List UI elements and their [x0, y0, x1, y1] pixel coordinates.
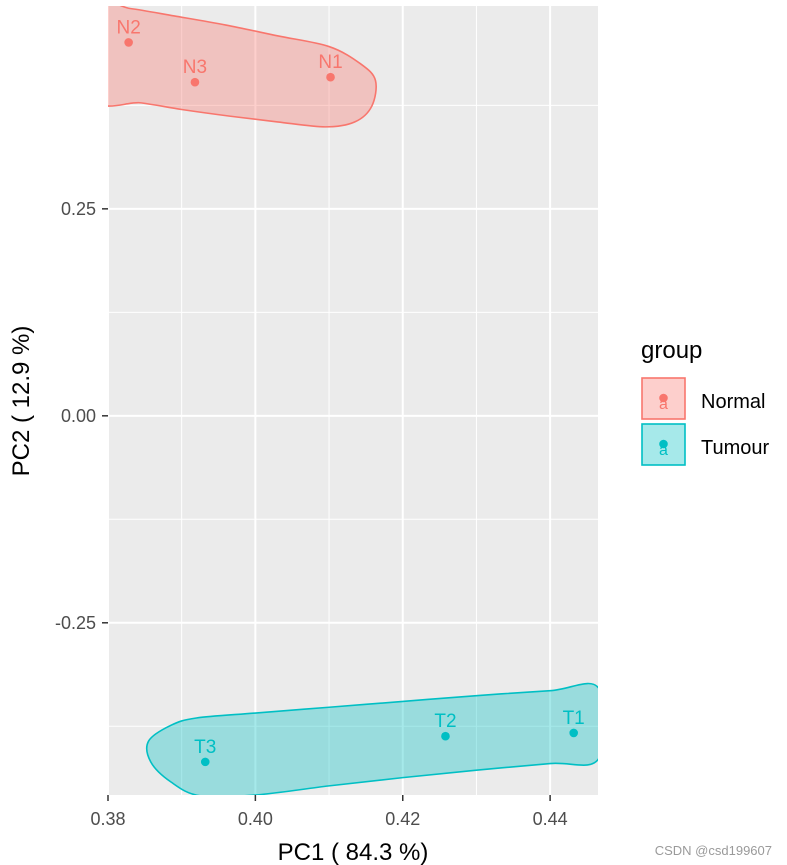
legend-item-normal: a Normal: [641, 377, 765, 420]
y-axis-title: PC2 ( 12.9 %): [8, 326, 35, 477]
data-points: [124, 38, 578, 767]
point-label-n1: N1: [318, 52, 342, 73]
point-n3: [190, 77, 200, 87]
point-t3: [200, 757, 210, 767]
group-ellipses: [108, 6, 598, 795]
watermark: CSDN @csd199607: [655, 843, 772, 858]
point-label-n3: N3: [183, 57, 207, 78]
legend-item-tumour: a Tumour: [641, 423, 770, 466]
point-label-t3: T3: [194, 737, 216, 758]
y-axis: 0.25 0.00 -0.25: [55, 199, 108, 633]
ellipse-normal: [108, 6, 377, 128]
major-grid: [107, 6, 598, 795]
plot-panel: [108, 6, 598, 795]
point-t2: [441, 731, 450, 741]
point-label-t1: T1: [563, 708, 585, 729]
minor-grid: [108, 6, 598, 795]
point-label-t2: T2: [434, 711, 456, 732]
legend-title: group: [641, 337, 702, 364]
x-tick-label: 0.40: [238, 809, 273, 829]
y-tick-label: 0.25: [61, 199, 96, 219]
x-tick-label: 0.42: [385, 809, 420, 829]
point-t1: [569, 728, 578, 738]
point-label-n2: N2: [116, 17, 140, 38]
legend-key-point: [659, 439, 668, 449]
point-n2: [124, 38, 133, 47]
legend-label-normal: Normal: [701, 391, 765, 413]
y-tick-label: 0.00: [61, 406, 96, 426]
legend-label-tumour: Tumour: [701, 437, 770, 459]
x-tick-label: 0.38: [90, 809, 125, 829]
y-tick-label: -0.25: [55, 613, 96, 633]
legend-key-point: [659, 393, 668, 403]
legend-key-glyph: a: [659, 396, 668, 413]
point-labels: N1 N2 N3 T1 T2 T3: [116, 17, 584, 757]
x-axis-title: PC1 ( 84.3 %): [278, 839, 429, 865]
legend-key-glyph: a: [659, 442, 668, 459]
x-axis: 0.38 0.40 0.42 0.44: [90, 795, 568, 829]
x-tick-label: 0.44: [533, 809, 568, 829]
ellipse-tumour: [145, 682, 598, 795]
legend: group a Normal a Tumour: [641, 337, 770, 466]
point-n1: [326, 72, 335, 82]
